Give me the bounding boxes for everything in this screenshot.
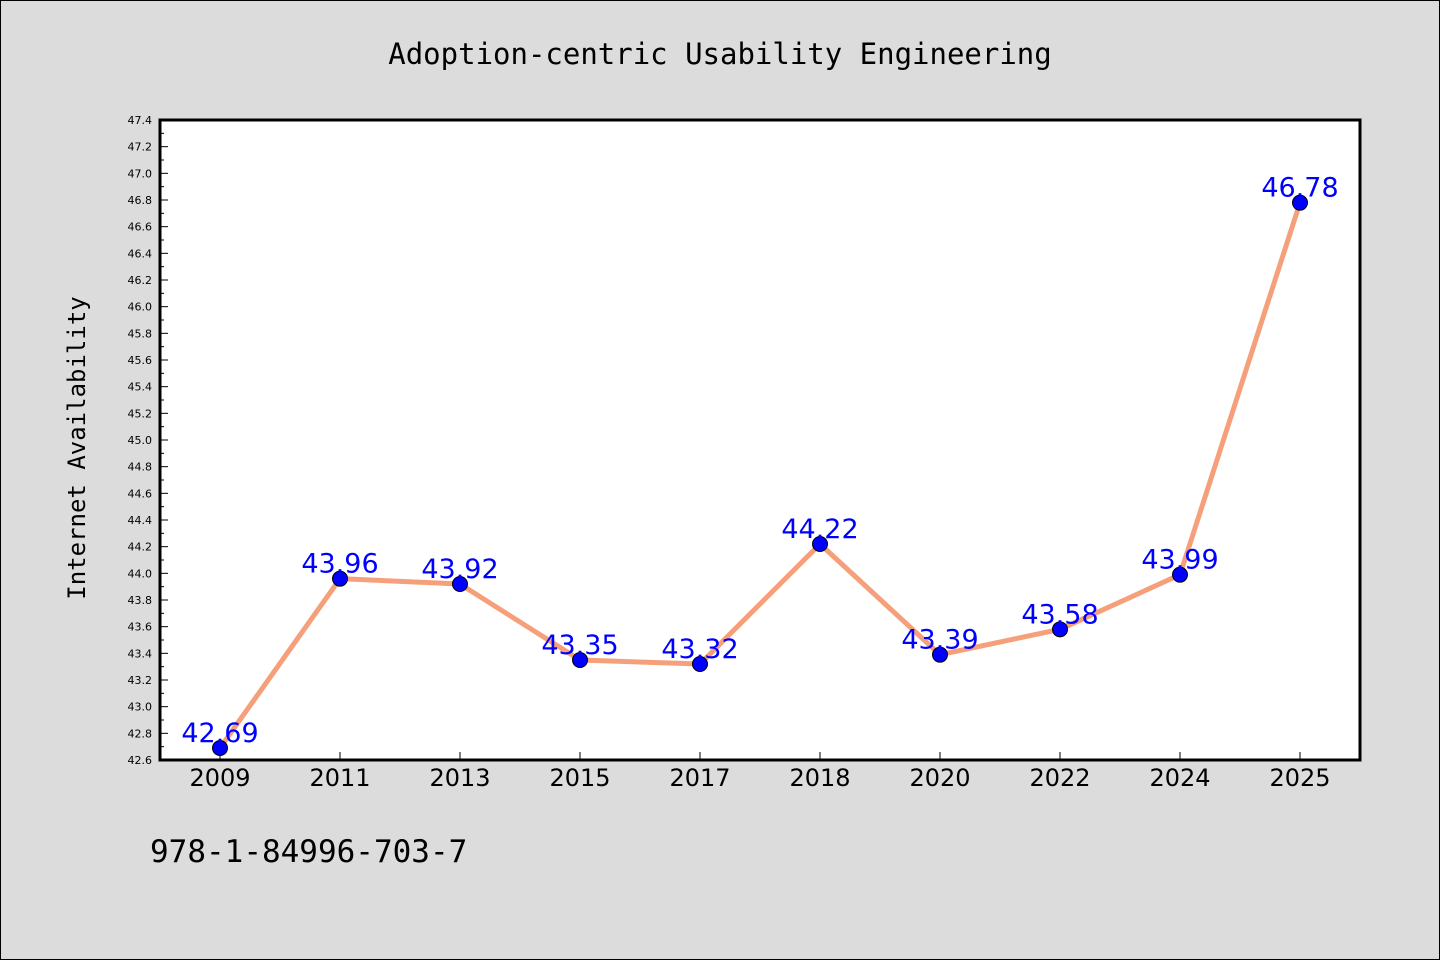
series-line — [217, 200, 1303, 751]
x-tick-label: 2015 — [549, 764, 610, 792]
y-tick-label: 45.2 — [128, 407, 153, 420]
y-tick-label: 45.4 — [128, 381, 153, 394]
y-tick-label: 44.8 — [128, 461, 153, 474]
y-tick-label: 44.0 — [128, 567, 153, 580]
data-series — [212, 194, 1308, 756]
y-tick-label: 46.6 — [128, 221, 153, 234]
chart-title: Adoption-centric Usability Engineering — [388, 37, 1051, 71]
y-tick-label: 47.2 — [128, 141, 153, 154]
y-tick-label: 47.0 — [128, 167, 153, 180]
y-tick-label: 46.8 — [128, 194, 153, 207]
y-tick-label: 46.0 — [128, 301, 153, 314]
data-label: 43.39 — [901, 625, 978, 656]
x-tick-label: 2024 — [1149, 764, 1210, 792]
y-tick-label: 42.8 — [128, 727, 153, 740]
y-tick-label: 43.0 — [128, 701, 153, 714]
data-point — [692, 656, 708, 672]
y-tick-label: 45.6 — [128, 354, 153, 367]
plot-area — [158, 118, 1362, 762]
data-point — [452, 576, 468, 592]
y-tick-label: 43.8 — [128, 594, 153, 607]
data-labels: 42.69 43.96 43.92 43.35 43.32 44.22 43.39 43.58… — [181, 173, 1338, 749]
y-tick-label: 44.2 — [128, 541, 153, 554]
y-tick-label: 46.2 — [128, 274, 153, 287]
x-tick-label: 2020 — [909, 764, 970, 792]
data-label: 46.78 — [1261, 173, 1338, 204]
data-label: 43.99 — [1141, 545, 1218, 576]
y-tick-label: 46.4 — [128, 247, 153, 260]
y-tick-label: 43.4 — [128, 647, 153, 660]
x-axis-ticks: 2009 2011 2013 2015 2017 2018 2020 2022 2024 2025 — [189, 752, 1331, 792]
x-tick-label: 2025 — [1269, 764, 1330, 792]
data-label: 43.32 — [661, 634, 738, 665]
isbn-footnote: 978-1-84996-703-7 — [150, 834, 468, 870]
data-label: 43.58 — [1021, 599, 1098, 630]
data-label: 44.22 — [781, 514, 858, 545]
y-tick-label: 43.2 — [128, 674, 153, 687]
x-tick-label: 2013 — [429, 764, 490, 792]
data-point — [212, 740, 228, 756]
data-point — [1052, 621, 1068, 638]
data-label: 42.69 — [181, 718, 258, 749]
x-tick-label: 2018 — [789, 764, 850, 792]
data-label: 43.35 — [541, 630, 618, 661]
y-tick-label: 43.6 — [128, 621, 153, 634]
x-tick-label: 2022 — [1029, 764, 1090, 792]
y-axis-ticks: 42.6 42.8 43.0 43.2 43.4 43.6 43.8 44.0 44.2 44.4… — [128, 114, 168, 767]
y-tick-label: 45.8 — [128, 327, 153, 340]
data-point — [812, 536, 828, 552]
y-tick-label: 44.4 — [128, 514, 153, 527]
data-point — [572, 652, 588, 668]
data-point — [932, 646, 948, 663]
y-tick-label: 44.6 — [128, 487, 153, 500]
x-tick-label: 2009 — [189, 764, 250, 792]
x-tick-label: 2011 — [309, 764, 370, 792]
data-point — [1172, 566, 1188, 583]
y-axis-label: Internet Availability — [63, 296, 91, 599]
x-tick-label: 2017 — [669, 764, 730, 792]
data-label: 43.96 — [301, 549, 378, 580]
y-tick-label: 42.6 — [128, 754, 153, 767]
data-point — [1292, 194, 1308, 211]
y-tick-label: 45.0 — [128, 434, 153, 447]
data-point — [332, 570, 348, 587]
y-tick-label: 47.4 — [128, 114, 153, 127]
data-label: 43.92 — [421, 554, 498, 585]
